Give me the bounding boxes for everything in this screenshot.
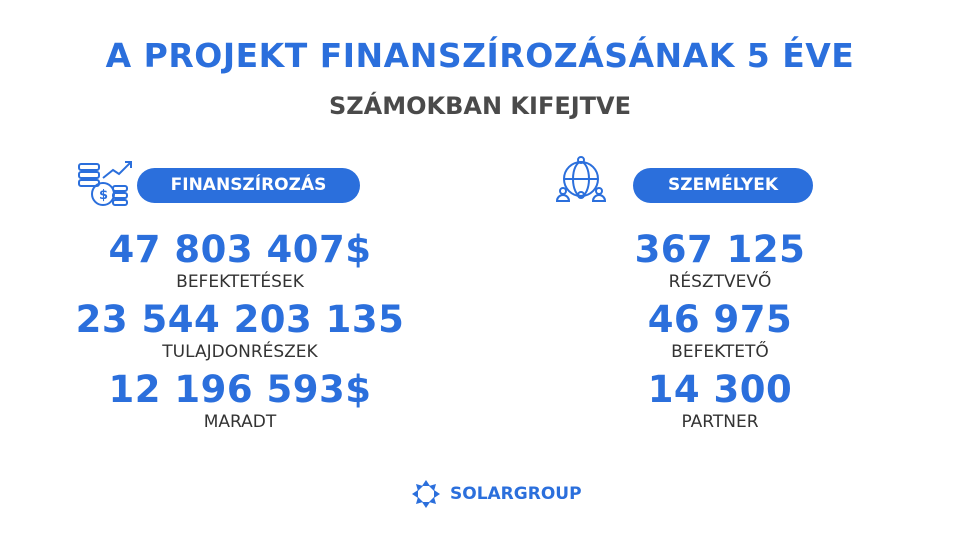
stat-investors-label: BEFEKTETŐ — [671, 342, 769, 362]
page-subtitle: SZÁMOKBAN KIFEJTVE — [328, 92, 632, 120]
stat-partners-label: PARTNER — [681, 412, 759, 432]
logo-text: SOLARGROUP — [450, 484, 582, 504]
stat-investors-value: 46 975 — [647, 298, 793, 341]
stat-shares-label: TULAJDONRÉSZEK — [162, 342, 318, 362]
stat-remaining-value: 12 196 593$ — [108, 368, 372, 411]
stat-partners-value: 14 300 — [647, 368, 793, 411]
coins-growth-icon: $ — [78, 161, 132, 206]
svg-text:$: $ — [99, 188, 108, 203]
stat-remaining-label: MARADT — [203, 412, 277, 432]
stat-investments-value: 47 803 407$ — [108, 228, 372, 271]
finance-stats: 47 803 407$ BEFEKTETÉSEK 23 544 203 135 … — [60, 229, 420, 439]
people-stats: 367 125 RÉSZTVEVŐ 46 975 BEFEKTETŐ 14 30… — [580, 229, 860, 439]
stat-shares-value: 23 544 203 135 — [75, 298, 405, 341]
stat-participants-value: 367 125 — [634, 228, 806, 271]
stat-investments-label: BEFEKTETÉSEK — [176, 272, 304, 292]
globe-people-icon — [555, 156, 607, 202]
people-badge: SZEMÉLYEK — [633, 168, 813, 203]
page-title: A PROJEKT FINANSZÍROZÁSÁNAK 5 ÉVE — [105, 36, 855, 75]
stat-participants-label: RÉSZTVEVŐ — [668, 272, 772, 292]
sun-logo-icon — [412, 480, 440, 508]
finance-badge: FINANSZÍROZÁS — [137, 168, 360, 203]
solargroup-logo: SOLARGROUP — [410, 478, 582, 510]
